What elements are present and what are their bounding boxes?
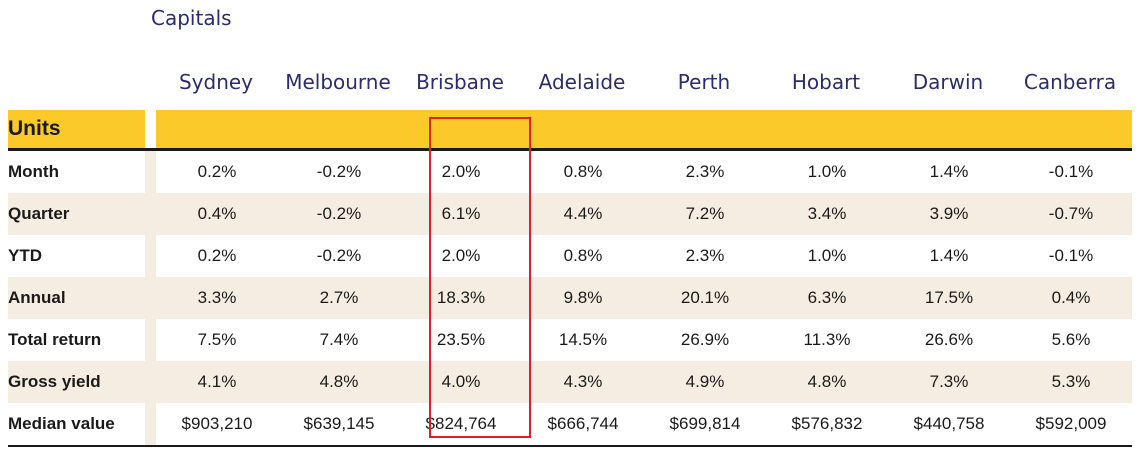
table-cell: $576,832 [766,403,888,447]
table-cell: 4.8% [766,361,888,403]
table-cell: 4.1% [156,361,278,403]
table-cell: -0.1% [1048,162,1094,181]
table-cell: 23.5% [436,330,486,349]
table-cell: 0.2% [197,246,237,265]
table-cell: 26.6% [924,330,974,349]
column-header-darwin: Darwin [912,70,984,94]
table-cell: 2.0% [441,246,481,265]
table-cell: 3.3% [156,277,278,319]
table-cell: 3.4% [766,193,888,235]
table-cell: 17.5% [888,277,1010,319]
table-cell: 3.9% [888,193,1010,235]
column-header-sydney: Sydney [178,70,254,94]
column-header-canberra: Canberra [1023,70,1117,94]
table-cell: 5.6% [1051,330,1091,349]
table-cell: 6.1% [400,193,522,235]
table-cell: $592,009 [1010,403,1132,447]
table-cell: $639,145 [278,403,400,447]
row-label: Annual [8,277,145,319]
table-cell: $699,814 [644,403,766,447]
table-cell: 1.0% [807,162,847,181]
table-cell: 11.3% [803,330,851,349]
table-row-median-value: Median value $903,210 $639,145 $824,764 … [8,403,1132,447]
row-label: Quarter [8,193,145,235]
table-cell: 0.8% [563,162,603,181]
row-label: Median value [8,403,145,447]
table-heading: Units [8,110,145,151]
table-cell: 18.3% [400,277,522,319]
table-cell: 26.9% [680,330,730,349]
section-title: Capitals [151,6,232,30]
table-cell: 0.8% [563,246,603,265]
table-cell: 5.3% [1010,361,1132,403]
table-cell: -0.2% [278,193,400,235]
row-label: Month [8,162,59,181]
table-row-month: Month 0.2% -0.2% 2.0% 0.8% 2.3% 1.0% 1.4… [8,149,1132,193]
table-cell: -0.2% [316,246,362,265]
table-cell: 1.4% [929,246,969,265]
row-label: YTD [8,246,42,265]
column-header-adelaide: Adelaide [538,70,626,94]
table-cell: 4.8% [278,361,400,403]
table-cell: 6.3% [766,277,888,319]
table-heading-row: Units [8,110,1132,151]
table-cell: 1.4% [929,162,969,181]
table-cell: 7.3% [888,361,1010,403]
table-cell: 1.0% [807,246,847,265]
row-label: Gross yield [8,361,145,403]
table-row-total-return: Total return 7.5% 7.4% 23.5% 14.5% 26.9%… [8,319,1132,361]
column-header-hobart: Hobart [791,70,861,94]
table-cell: $824,764 [400,403,522,447]
table-row-ytd: YTD 0.2% -0.2% 2.0% 0.8% 2.3% 1.0% 1.4% … [8,235,1132,277]
table-cell: -0.7% [1010,193,1132,235]
table-cell: -0.1% [1048,246,1094,265]
table-cell: 4.0% [400,361,522,403]
table-cell: $666,744 [522,403,644,447]
column-headers: Sydney Melbourne Brisbane Adelaide Perth… [155,70,1137,100]
table-row-annual: Annual 3.3% 2.7% 18.3% 9.8% 20.1% 6.3% 1… [8,277,1132,319]
units-table: Units Month 0.2% -0.2% 2.0% 0.8% 2.3% 1.… [8,110,1132,447]
row-label: Total return [8,330,102,349]
table-cell: 4.3% [522,361,644,403]
table-row-gross-yield: Gross yield 4.1% 4.8% 4.0% 4.3% 4.9% 4.8… [8,361,1132,403]
table-cell: 4.9% [644,361,766,403]
table-cell: 4.4% [522,193,644,235]
table-cell: 2.3% [685,246,725,265]
table-cell: 7.2% [644,193,766,235]
table-cell: 0.2% [197,162,237,181]
table-cell: 20.1% [644,277,766,319]
table-cell: 7.5% [197,330,237,349]
table-cell: 7.4% [319,330,359,349]
table-cell: 2.7% [278,277,400,319]
table-cell: $903,210 [156,403,278,447]
column-header-melbourne: Melbourne [285,70,391,94]
table-cell: 0.4% [1010,277,1132,319]
table-cell: 0.4% [156,193,278,235]
table-cell: 2.3% [685,162,725,181]
table-cell: 2.0% [441,162,481,181]
column-header-perth: Perth [677,70,731,94]
table-cell: -0.2% [316,162,362,181]
table-row-quarter: Quarter 0.4% -0.2% 6.1% 4.4% 7.2% 3.4% 3… [8,193,1132,235]
table-cell: 9.8% [522,277,644,319]
column-header-brisbane: Brisbane [416,70,504,94]
table-cell: 14.5% [558,330,608,349]
table-cell: $440,758 [888,403,1010,447]
